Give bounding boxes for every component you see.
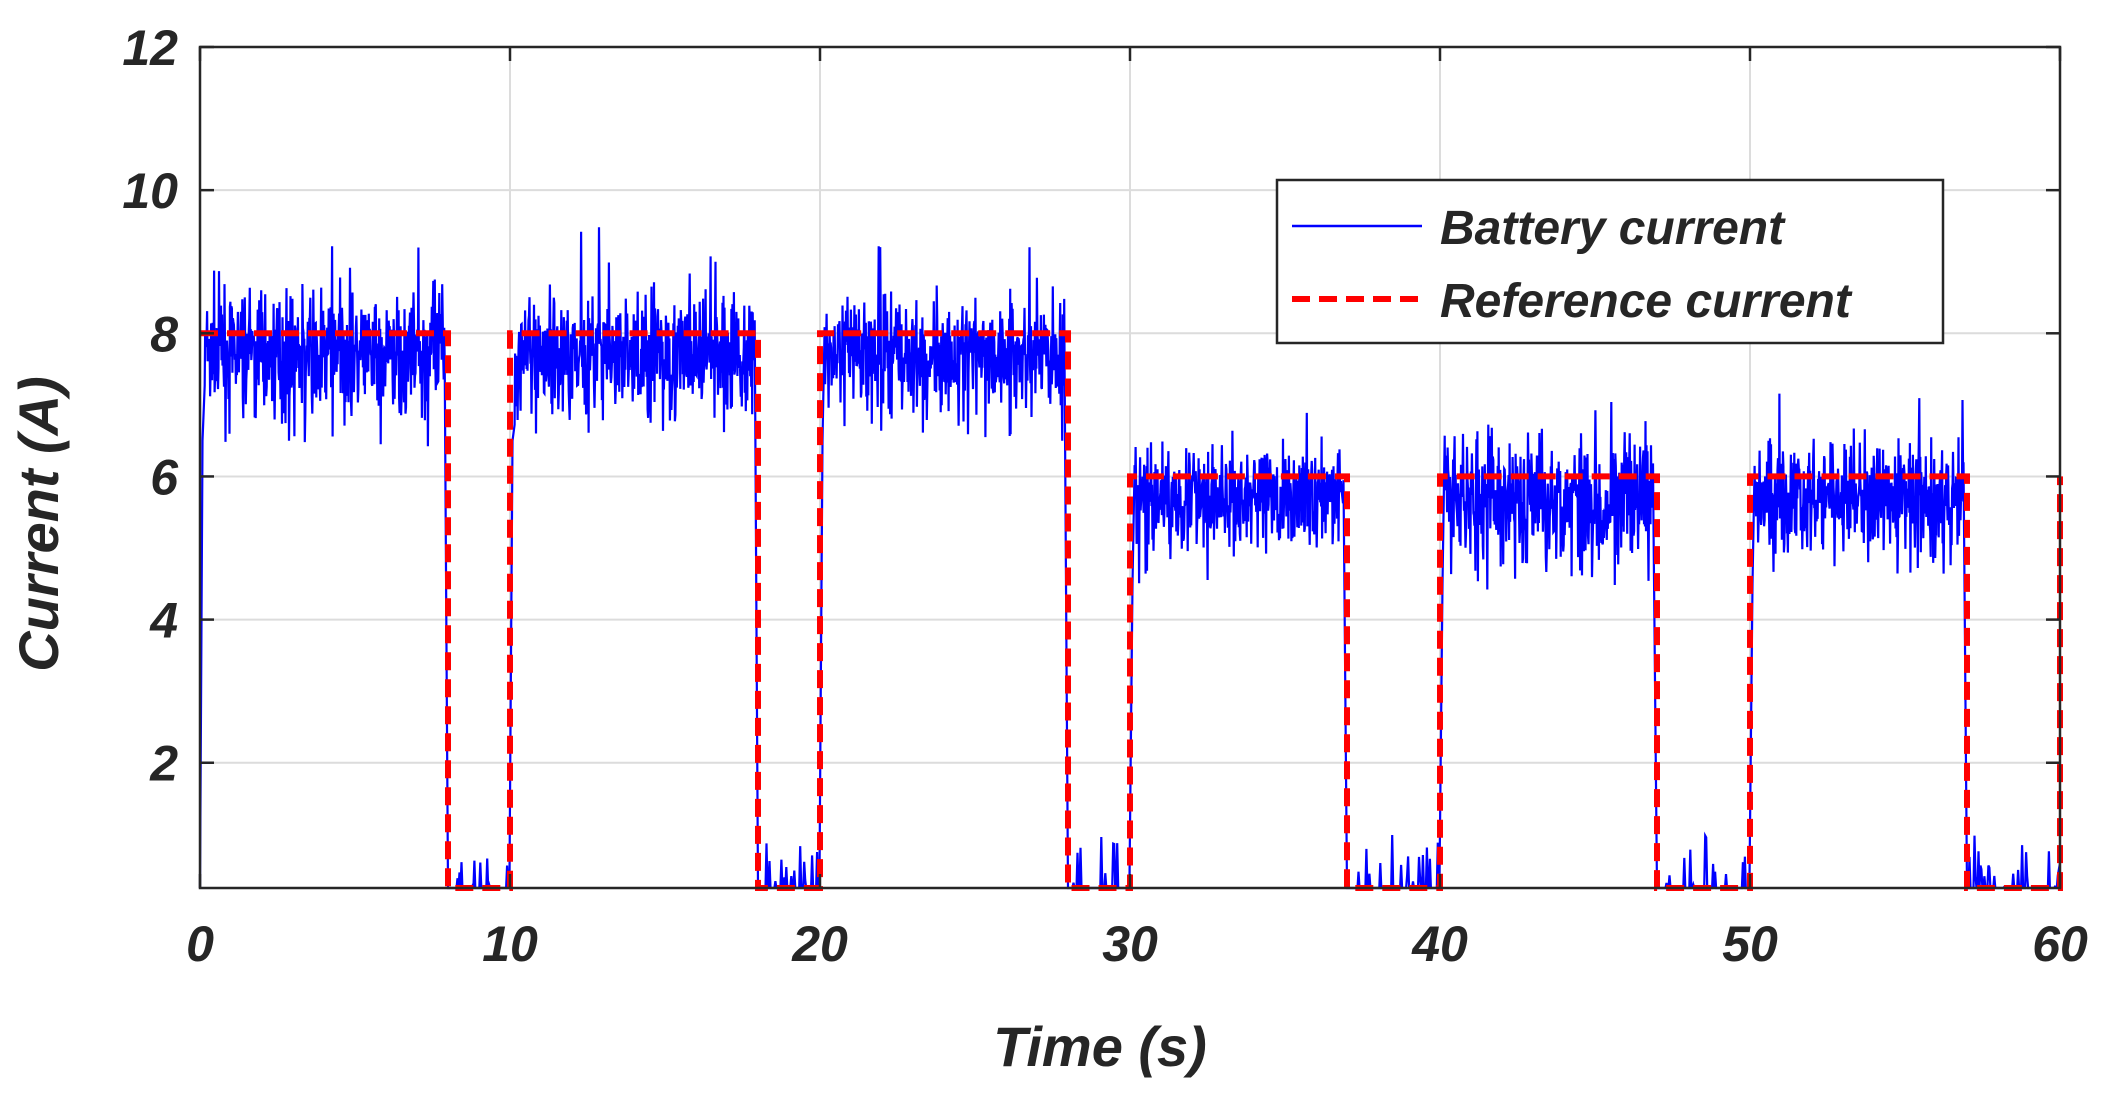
y-tick-label: 2 — [149, 736, 178, 792]
legend: Battery current Reference current — [1275, 178, 1945, 345]
legend-box — [1275, 178, 1945, 345]
x-tick-label: 0 — [186, 916, 214, 972]
legend-reference-current-label: Reference current — [1440, 275, 1853, 328]
x-tick-label: 40 — [1411, 916, 1468, 972]
y-tick-label: 12 — [122, 20, 178, 76]
x-tick-label: 20 — [791, 916, 848, 972]
y-tick-label: 6 — [150, 449, 179, 505]
y-tick-label: 8 — [150, 306, 178, 362]
y-axis-label: Current (A) — [7, 376, 70, 672]
y-tick-label: 10 — [122, 163, 178, 219]
x-tick-label: 60 — [2032, 916, 2088, 972]
y-tick-label: 4 — [149, 593, 178, 649]
legend-battery-current-label: Battery current — [1440, 202, 1786, 255]
x-tick-label: 10 — [482, 916, 538, 972]
series-reference-current-line — [200, 330, 2063, 891]
x-tick-label: 30 — [1102, 916, 1158, 972]
axis-ticks: 0 10 20 30 40 50 60 2 4 6 8 10 12 — [122, 20, 2088, 972]
x-tick-label: 50 — [1722, 916, 1778, 972]
x-axis-label: Time (s) — [993, 1015, 1207, 1078]
